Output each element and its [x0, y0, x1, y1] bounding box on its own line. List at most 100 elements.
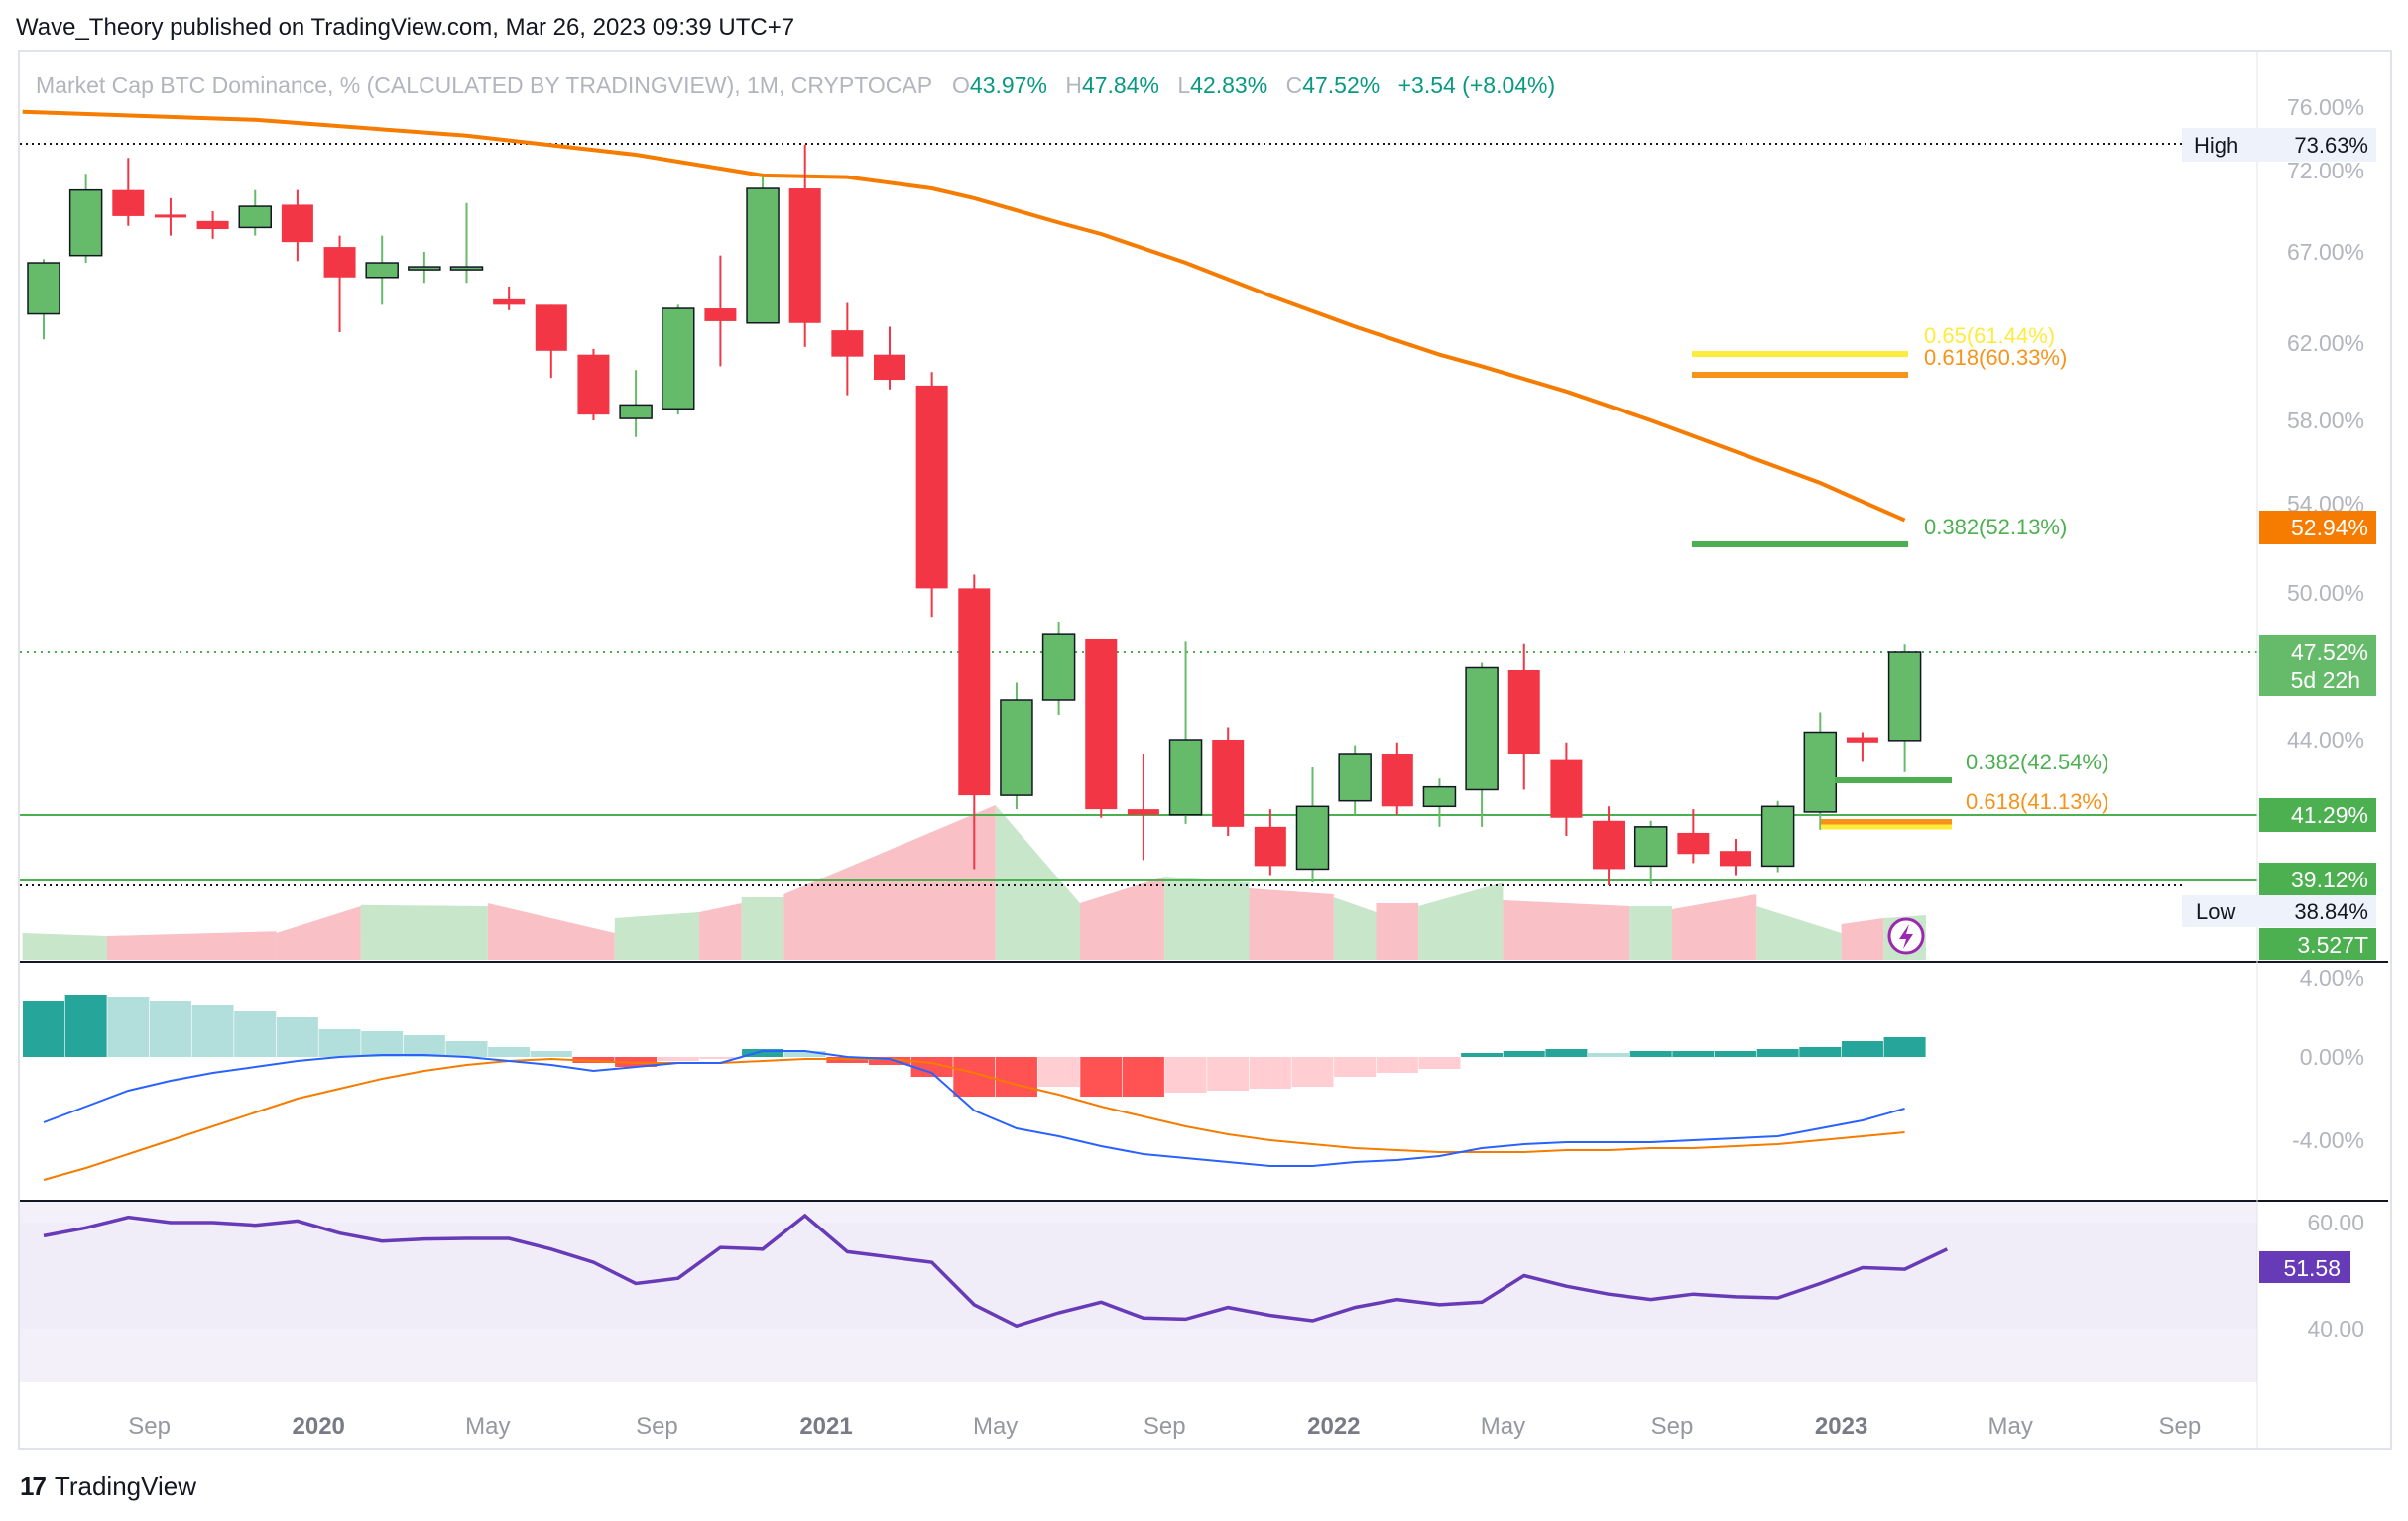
candle-down [874, 326, 905, 390]
macd-histogram-bar [530, 1051, 572, 1057]
candle-body [788, 188, 821, 323]
support1-tag-bg [2259, 798, 2376, 832]
candle-down [577, 348, 610, 420]
candle-body [1720, 851, 1751, 867]
volume-segment [22, 933, 107, 960]
fib-label-0618-lower: 0.618(41.13%) [1966, 789, 2108, 814]
macd-histogram-bar [488, 1047, 531, 1057]
candle-body [831, 330, 864, 357]
candle-body [1212, 740, 1245, 827]
candle-body [1803, 731, 1838, 813]
chart-frame[interactable] [18, 50, 2392, 1450]
rsi-value-tag: 51.58 [2283, 1255, 2341, 1281]
rsi-tick-label: 60.00 [2307, 1210, 2364, 1235]
support2-tag-bg [2259, 863, 2376, 896]
footer: 17 TradingView [20, 1471, 196, 1502]
time-tick-label: May [973, 1413, 1018, 1440]
macd-histogram-bar [276, 1017, 318, 1057]
candle-down [112, 158, 145, 226]
macd-histogram-bar [699, 1057, 742, 1059]
candle-body [915, 385, 948, 589]
candle-body [27, 262, 60, 315]
lightning-icon[interactable] [1887, 917, 1925, 955]
time-tick-label: 2023 [1815, 1413, 1867, 1440]
macd-indicator [23, 995, 1926, 1181]
fib-label-0382-upper: 0.382(52.13%) [1924, 515, 2067, 539]
macd-histogram-bar [1334, 1057, 1377, 1077]
legend-open: 43.97% [970, 72, 1047, 98]
candle-down [1085, 638, 1118, 818]
candle-body [238, 205, 272, 229]
volume-segment [1756, 906, 1842, 960]
macd-histogram-bar [657, 1057, 699, 1061]
candle-down [493, 286, 526, 310]
ma-line [22, 109, 1906, 523]
candle-up [619, 370, 653, 437]
candle-body [1254, 826, 1286, 867]
candle-body [1677, 832, 1710, 855]
candle-up [1633, 820, 1668, 885]
candle-down [1846, 732, 1878, 762]
candle-body [1465, 666, 1499, 791]
candle-down [1593, 806, 1625, 885]
macd-histogram-bar [445, 1041, 488, 1057]
macd-histogram-bar [1715, 1051, 1756, 1057]
candle-down [915, 372, 948, 618]
candle-body [1041, 633, 1076, 701]
candle-up [662, 304, 695, 415]
candle-body [704, 308, 737, 321]
candle-down [1550, 742, 1583, 836]
candle-body [281, 204, 313, 243]
candle-body [1000, 699, 1033, 796]
macd-histogram-bar [1545, 1049, 1588, 1057]
candle-body [1887, 651, 1922, 742]
macd-histogram-bar [783, 1051, 826, 1057]
macd-tick-label: 4.00% [2300, 965, 2364, 991]
volume-segment [741, 897, 784, 960]
macd-histogram-bar [149, 1001, 191, 1057]
candle-up [238, 189, 272, 236]
candle-down [958, 574, 991, 870]
volume-segment [1418, 882, 1504, 960]
macd-tick-label: 0.00% [2300, 1044, 2364, 1070]
candle-body [1085, 638, 1118, 810]
legend-high-label: H [1065, 72, 1082, 98]
time-tick-label: May [1988, 1413, 2033, 1440]
candle-body [662, 307, 695, 410]
price-tick-label: 72.00% [2287, 158, 2364, 183]
volume-area [22, 805, 1926, 960]
candle-body [619, 404, 653, 419]
volume-tag-bg [2259, 928, 2376, 960]
tradingview-logo-icon[interactable]: 17 [20, 1471, 47, 1501]
fib-label-065: 0.65(61.44%) [1924, 323, 2055, 348]
candle-body [1760, 805, 1795, 868]
legend-line: Market Cap BTC Dominance, % (CALCULATED … [36, 72, 1555, 98]
volume-segment [487, 903, 615, 960]
fib-label-0382-lower: 0.382(42.54%) [1966, 750, 2108, 774]
candle-body [1168, 739, 1203, 816]
candle-up [365, 235, 399, 305]
candle-up [1168, 641, 1203, 824]
candle-down [535, 304, 567, 379]
volume-segment [1164, 877, 1250, 960]
price-axis: 76.00%72.00%67.00%62.00%58.00%54.00%50.0… [2287, 94, 2364, 1342]
candle-down [1127, 754, 1159, 861]
candle-up [1760, 800, 1795, 873]
footer-brand: TradingView [54, 1471, 196, 1501]
candle-up [1295, 767, 1330, 883]
macd-histogram-bar [23, 1001, 64, 1057]
macd-tick-label: -4.00% [2292, 1127, 2364, 1153]
macd-histogram-bar [1207, 1057, 1250, 1091]
time-tick-label: Sep [128, 1413, 171, 1440]
macd-histogram-bar [1080, 1057, 1123, 1097]
macd-histogram-bar [64, 995, 107, 1057]
moving-average [22, 109, 1906, 523]
candle-down [831, 302, 864, 396]
legend-open-label: O [952, 72, 970, 98]
volume-segment [1629, 906, 1673, 960]
volume-segment [1672, 894, 1757, 960]
macd-line [43, 1050, 1905, 1167]
axis-tags: High 73.63% 52.94% 47.52% 5d 22h 41.29% … [2182, 128, 2376, 1283]
candle-body [1127, 809, 1159, 815]
